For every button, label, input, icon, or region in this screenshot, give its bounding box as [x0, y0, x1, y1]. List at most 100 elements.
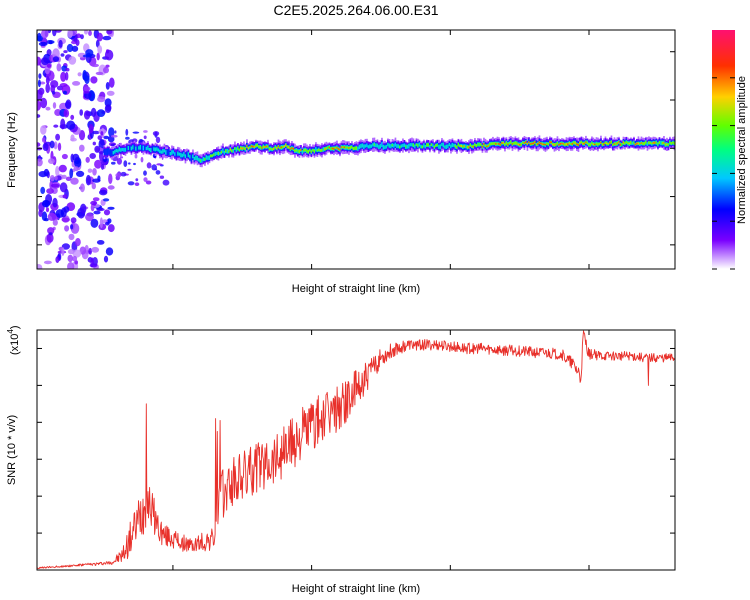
ridge-cell [664, 143, 667, 146]
spectrogram-panel: Height of straight line (km) Frequency (… [6, 29, 676, 295]
noise-blob [104, 98, 112, 107]
ridge-cell [538, 141, 541, 144]
ridge-cell [282, 146, 284, 149]
ridge-cell [603, 143, 605, 146]
ridge-cell [523, 142, 526, 144]
ridge-cell [549, 141, 551, 143]
noise-blob [65, 176, 72, 181]
noise-blob [162, 179, 170, 186]
ridge-cell [579, 142, 581, 144]
noise-blob [83, 86, 91, 92]
ridge-cell [631, 141, 634, 145]
noise-blob [50, 84, 56, 93]
ridge-cell [492, 142, 494, 145]
ridge-cell [379, 143, 382, 149]
ridge-cell [490, 142, 493, 145]
ridge-cell [673, 141, 675, 145]
noise-blob [72, 255, 78, 262]
ridge-cell [429, 144, 431, 149]
ridge-cell [268, 148, 271, 151]
ridge-cell [562, 143, 565, 145]
noise-blob [91, 246, 100, 253]
noise-blob [91, 182, 97, 190]
ridge-cell [441, 143, 443, 147]
ridge-cell [250, 145, 253, 147]
ridge-cell [531, 143, 533, 145]
ridge-cell [486, 146, 488, 148]
noise-blob [92, 141, 97, 146]
ridge-cell [459, 144, 461, 147]
noise-blob [108, 127, 115, 137]
ridge-cell [151, 145, 154, 152]
noise-blob [65, 67, 70, 72]
ridge-cell [336, 146, 338, 149]
ridge-cell [249, 146, 251, 149]
ridge-cell [274, 146, 277, 149]
ridge-cell [480, 143, 482, 146]
ridge-cell [502, 142, 505, 144]
ridge-cell [391, 144, 394, 147]
ridge-cell [622, 141, 625, 144]
noise-blob [66, 120, 76, 130]
noise-blob [85, 213, 94, 222]
snr-series [37, 330, 675, 570]
ridge-cell [228, 150, 230, 153]
noise-blob [99, 217, 103, 229]
noise-blob [155, 170, 161, 175]
ridge-cell [276, 147, 278, 150]
ridge-cell [328, 146, 331, 149]
ridge-cell [372, 143, 374, 147]
ridge-cell [556, 142, 559, 145]
noise-blob [135, 178, 139, 182]
ridge-cell [186, 151, 188, 159]
ridge-cell [553, 144, 556, 146]
ridge-cell [601, 143, 604, 146]
ridge-cell [166, 149, 169, 157]
noise-blob [134, 182, 140, 186]
ridge-cell [571, 143, 574, 145]
ridge-cell [460, 145, 463, 147]
ridge-cell [141, 144, 143, 152]
ridge-cell [607, 142, 610, 145]
ridge-cell [570, 143, 572, 145]
ridge-cell [202, 156, 205, 162]
noise-blob [88, 30, 92, 36]
ridge-cell [364, 144, 367, 148]
ridge-cell [334, 146, 337, 149]
noise-blob [38, 209, 43, 217]
ridge-cell [357, 146, 359, 151]
ridge-cell [640, 142, 643, 144]
ridge-cell [475, 144, 478, 148]
noise-blob [52, 102, 57, 109]
ridge-cell [450, 144, 452, 149]
noise-blob [45, 207, 50, 213]
ridge-cell [552, 143, 554, 145]
ridge-cell [586, 141, 589, 144]
ridge-cell [315, 146, 317, 152]
ridge-cell [318, 148, 320, 151]
ridge-cell [115, 149, 118, 153]
ridge-cell [525, 141, 527, 143]
noise-blob [127, 168, 132, 171]
ridge-cell [519, 144, 521, 146]
ridge-cell [229, 148, 232, 151]
ridge-cell [388, 143, 391, 148]
noise-blob [52, 197, 58, 208]
spectrogram-frame [36, 29, 676, 270]
noise-blob [90, 76, 98, 84]
ridge-cell [312, 149, 314, 152]
ridge-cell [292, 148, 295, 150]
noise-blob [51, 90, 56, 95]
ridge-cell [181, 153, 184, 158]
noise-blob [94, 145, 101, 153]
snr-x-ticks [172, 330, 590, 570]
noise-blob [58, 39, 63, 48]
ridge-cell [279, 146, 281, 150]
ridge-cell [604, 141, 607, 144]
noise-blob [156, 163, 163, 166]
ridge-cell [174, 152, 176, 156]
noise-blob [59, 182, 68, 193]
ridge-cell [235, 147, 238, 153]
noise-blob [71, 45, 79, 52]
ridge-cell [339, 148, 341, 151]
